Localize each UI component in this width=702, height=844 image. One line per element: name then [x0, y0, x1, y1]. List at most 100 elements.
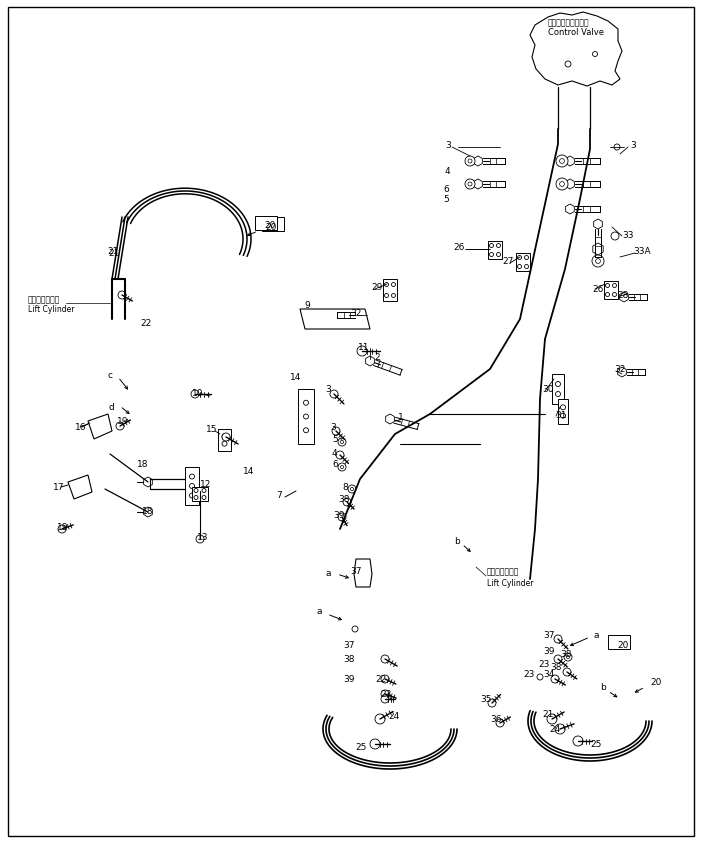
Bar — [218, 430, 231, 452]
Text: 11: 11 — [358, 344, 369, 352]
Circle shape — [555, 392, 560, 397]
Text: 25: 25 — [590, 739, 602, 749]
Text: 22: 22 — [375, 674, 386, 684]
Text: 4: 4 — [445, 167, 451, 176]
Bar — [604, 282, 618, 300]
Text: 20: 20 — [617, 640, 628, 649]
Circle shape — [303, 428, 308, 433]
Circle shape — [392, 295, 395, 298]
Circle shape — [194, 489, 198, 493]
Bar — [516, 254, 530, 272]
Text: 15: 15 — [206, 425, 218, 434]
Text: 21: 21 — [108, 248, 119, 257]
Text: 1: 1 — [398, 413, 404, 422]
Circle shape — [555, 724, 565, 734]
Circle shape — [559, 160, 564, 165]
Bar — [192, 488, 208, 501]
Circle shape — [58, 525, 66, 533]
Polygon shape — [144, 478, 152, 488]
Circle shape — [468, 183, 472, 187]
Circle shape — [196, 535, 204, 544]
Text: 5: 5 — [443, 195, 449, 204]
Text: b: b — [600, 683, 606, 692]
Circle shape — [116, 423, 124, 430]
Text: 24: 24 — [549, 725, 560, 733]
Circle shape — [385, 284, 388, 287]
Text: 14: 14 — [243, 467, 254, 476]
Text: 20: 20 — [265, 222, 277, 231]
Text: 36: 36 — [490, 715, 501, 723]
Circle shape — [611, 233, 619, 241]
Bar — [262, 218, 284, 232]
Polygon shape — [354, 560, 372, 587]
Text: コントロールバルブ: コントロールバルブ — [548, 19, 590, 28]
Circle shape — [340, 441, 343, 444]
Circle shape — [564, 653, 572, 661]
Circle shape — [556, 179, 568, 191]
Bar — [298, 390, 314, 445]
Text: 18: 18 — [137, 460, 149, 469]
Bar — [608, 636, 630, 649]
Text: 23: 23 — [538, 660, 550, 668]
Circle shape — [465, 157, 475, 167]
Circle shape — [563, 668, 571, 676]
Text: 29: 29 — [371, 284, 383, 292]
Polygon shape — [88, 414, 112, 440]
Circle shape — [222, 435, 227, 440]
Bar — [383, 279, 397, 301]
Text: b: b — [454, 537, 460, 546]
Bar — [255, 217, 277, 230]
Text: a: a — [594, 630, 600, 639]
Text: 33: 33 — [622, 230, 633, 239]
Text: 39: 39 — [333, 510, 345, 519]
Text: 20: 20 — [650, 678, 661, 687]
Text: 18: 18 — [142, 507, 154, 516]
Text: 38: 38 — [343, 655, 355, 663]
Text: 2: 2 — [374, 353, 380, 362]
Text: 31: 31 — [555, 410, 567, 419]
Circle shape — [573, 736, 583, 746]
Text: 34: 34 — [543, 669, 555, 679]
Text: 17: 17 — [53, 483, 65, 492]
Circle shape — [357, 347, 367, 356]
Text: 6: 6 — [332, 460, 338, 469]
Circle shape — [606, 293, 609, 297]
Text: 32: 32 — [614, 365, 625, 374]
Text: Control Valve: Control Valve — [548, 28, 604, 36]
Circle shape — [202, 496, 206, 500]
Text: Lift Cylinder: Lift Cylinder — [487, 578, 534, 587]
Circle shape — [336, 452, 344, 459]
Text: 23: 23 — [380, 690, 392, 699]
Text: 32: 32 — [350, 308, 362, 317]
Circle shape — [613, 293, 616, 297]
Circle shape — [392, 284, 395, 287]
Circle shape — [554, 636, 562, 643]
Text: 14: 14 — [290, 372, 301, 381]
Text: 38: 38 — [338, 495, 350, 504]
Circle shape — [547, 714, 557, 724]
Polygon shape — [620, 293, 628, 303]
Polygon shape — [68, 475, 92, 500]
Circle shape — [524, 257, 529, 260]
Text: 23: 23 — [523, 669, 534, 679]
Circle shape — [559, 182, 564, 187]
Circle shape — [348, 485, 356, 494]
Text: 37: 37 — [350, 567, 362, 576]
Polygon shape — [566, 205, 574, 214]
Circle shape — [595, 259, 600, 264]
Polygon shape — [356, 311, 364, 321]
Circle shape — [191, 391, 199, 398]
Polygon shape — [385, 414, 395, 425]
Text: 4: 4 — [332, 448, 338, 457]
Circle shape — [537, 674, 543, 680]
Text: 35: 35 — [480, 695, 491, 704]
Text: 8: 8 — [342, 483, 347, 492]
Text: d: d — [108, 402, 114, 411]
Circle shape — [381, 690, 389, 698]
Circle shape — [496, 244, 501, 248]
Bar — [185, 468, 199, 506]
Circle shape — [338, 439, 346, 446]
Circle shape — [567, 656, 569, 659]
Polygon shape — [474, 180, 482, 190]
Circle shape — [381, 695, 389, 703]
